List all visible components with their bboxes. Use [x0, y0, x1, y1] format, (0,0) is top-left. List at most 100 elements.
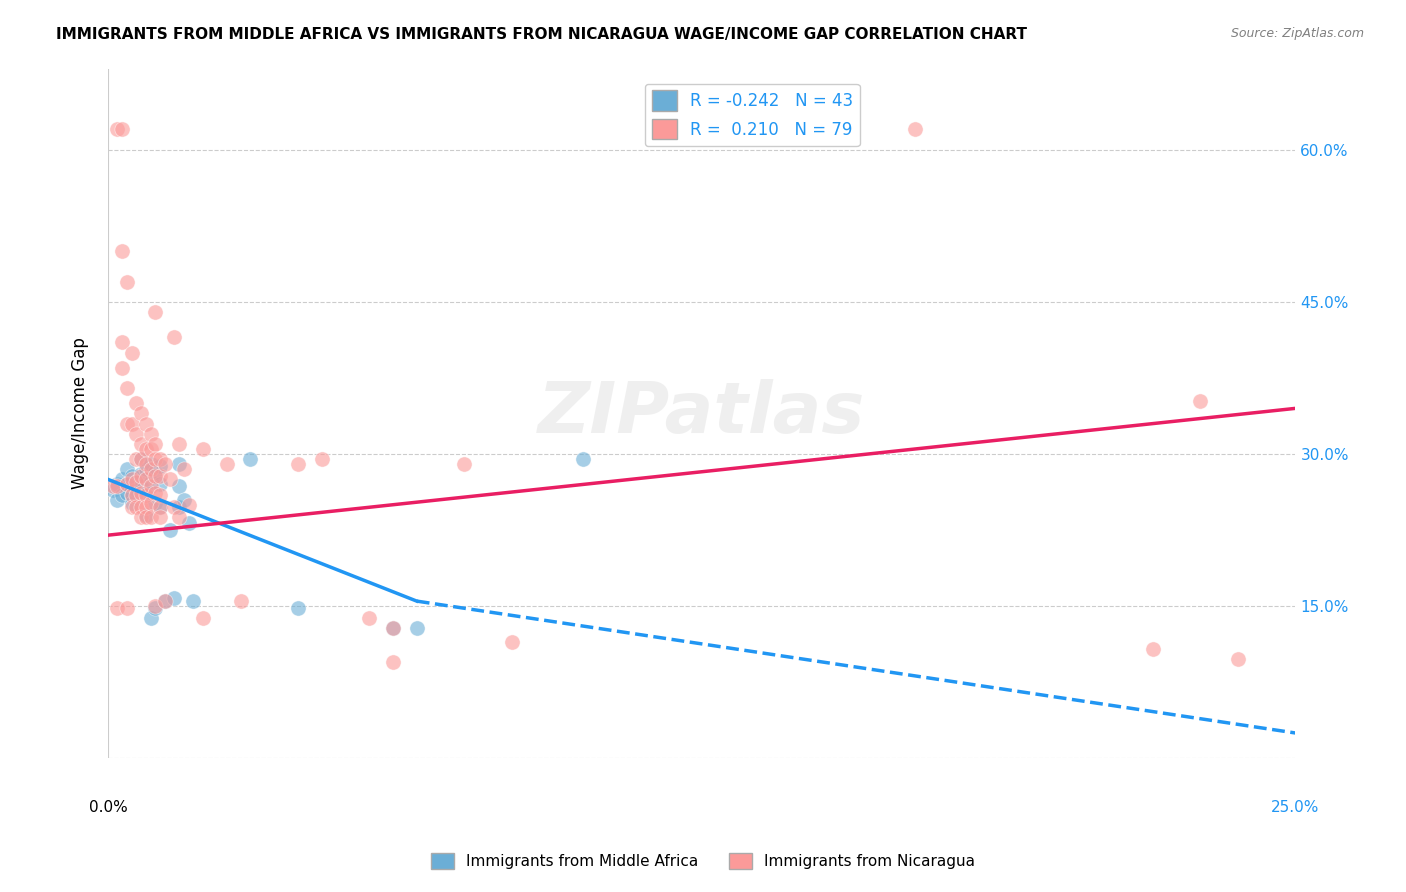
- Point: [359, 611, 381, 625]
- Text: 25.0%: 25.0%: [1271, 800, 1320, 814]
- Point: [129, 452, 152, 467]
- Point: [1227, 652, 1250, 666]
- Point: [121, 469, 143, 483]
- Point: [287, 457, 309, 471]
- Point: [115, 462, 138, 476]
- Point: [129, 509, 152, 524]
- Point: [239, 452, 262, 467]
- Point: [145, 469, 167, 483]
- Point: [159, 472, 181, 486]
- Text: IMMIGRANTS FROM MIDDLE AFRICA VS IMMIGRANTS FROM NICARAGUA WAGE/INCOME GAP CORRE: IMMIGRANTS FROM MIDDLE AFRICA VS IMMIGRA…: [56, 27, 1028, 42]
- Point: [145, 599, 167, 614]
- Point: [149, 487, 172, 501]
- Point: [135, 442, 157, 456]
- Point: [129, 467, 152, 482]
- Point: [145, 465, 167, 479]
- Point: [139, 426, 162, 441]
- Point: [149, 500, 172, 514]
- Text: 0.0%: 0.0%: [89, 800, 128, 814]
- Point: [121, 345, 143, 359]
- Point: [145, 601, 167, 615]
- Point: [129, 485, 152, 500]
- Point: [135, 472, 157, 486]
- Point: [107, 479, 129, 493]
- Point: [405, 622, 427, 636]
- Point: [111, 472, 134, 486]
- Point: [135, 457, 157, 471]
- Point: [149, 509, 172, 524]
- Point: [183, 594, 205, 608]
- Point: [153, 594, 176, 608]
- Y-axis label: Wage/Income Gap: Wage/Income Gap: [72, 337, 89, 490]
- Point: [135, 417, 157, 431]
- Point: [107, 601, 129, 615]
- Point: [129, 437, 152, 451]
- Point: [145, 485, 167, 500]
- Point: [167, 509, 190, 524]
- Point: [145, 437, 167, 451]
- Point: [115, 417, 138, 431]
- Legend: Immigrants from Middle Africa, Immigrants from Nicaragua: Immigrants from Middle Africa, Immigrant…: [425, 847, 981, 875]
- Point: [287, 601, 309, 615]
- Point: [125, 475, 148, 490]
- Point: [149, 452, 172, 467]
- Point: [129, 452, 152, 467]
- Point: [115, 381, 138, 395]
- Point: [125, 396, 148, 410]
- Point: [139, 611, 162, 625]
- Point: [173, 492, 195, 507]
- Point: [149, 469, 172, 483]
- Point: [121, 472, 143, 486]
- Point: [167, 437, 190, 451]
- Legend: R = -0.242   N = 43, R =  0.210   N = 79: R = -0.242 N = 43, R = 0.210 N = 79: [645, 84, 859, 146]
- Point: [125, 483, 148, 497]
- Point: [163, 330, 186, 344]
- Point: [107, 477, 129, 491]
- Point: [135, 485, 157, 500]
- Point: [167, 457, 190, 471]
- Point: [115, 477, 138, 491]
- Point: [101, 483, 124, 497]
- Point: [107, 122, 129, 136]
- Point: [115, 601, 138, 615]
- Point: [139, 496, 162, 510]
- Point: [139, 479, 162, 493]
- Point: [1142, 641, 1164, 656]
- Point: [229, 594, 252, 608]
- Point: [163, 500, 186, 514]
- Point: [111, 122, 134, 136]
- Point: [572, 452, 595, 467]
- Point: [125, 490, 148, 504]
- Point: [135, 509, 157, 524]
- Point: [101, 479, 124, 493]
- Point: [145, 305, 167, 319]
- Point: [135, 508, 157, 522]
- Point: [129, 406, 152, 420]
- Point: [149, 459, 172, 474]
- Point: [121, 487, 143, 501]
- Point: [121, 500, 143, 514]
- Point: [135, 487, 157, 501]
- Point: [145, 452, 167, 467]
- Point: [382, 622, 405, 636]
- Point: [111, 487, 134, 501]
- Point: [149, 500, 172, 514]
- Point: [191, 442, 214, 456]
- Point: [111, 335, 134, 350]
- Point: [173, 462, 195, 476]
- Point: [125, 487, 148, 501]
- Point: [125, 475, 148, 490]
- Point: [129, 479, 152, 493]
- Point: [121, 417, 143, 431]
- Point: [177, 516, 200, 530]
- Text: Source: ZipAtlas.com: Source: ZipAtlas.com: [1230, 27, 1364, 40]
- Point: [111, 244, 134, 259]
- Point: [111, 360, 134, 375]
- Point: [382, 622, 405, 636]
- Point: [129, 469, 152, 483]
- Point: [125, 426, 148, 441]
- Point: [139, 475, 162, 490]
- Point: [115, 275, 138, 289]
- Point: [167, 500, 190, 514]
- Point: [129, 500, 152, 514]
